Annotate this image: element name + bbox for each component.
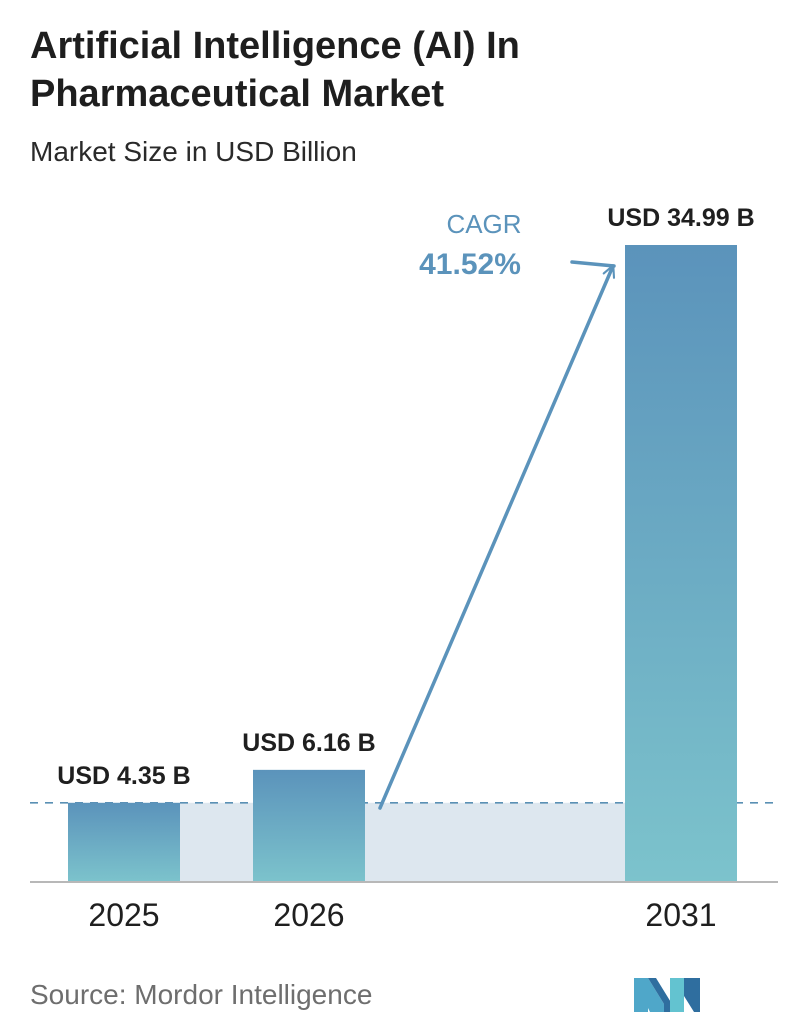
bar-2026 (253, 769, 365, 882)
x-tick-2026: 2026 (273, 897, 344, 933)
source-text: Source: Mordor Intelligence (30, 979, 373, 1010)
data-label-2025: USD 4.35 B (57, 762, 190, 790)
data-label-2031: USD 34.99 B (607, 204, 754, 232)
chart-title: Artificial Intelligence (AI) In Pharmace… (30, 25, 520, 115)
bar-2031 (625, 245, 737, 882)
cagr-value: 41.52% (419, 248, 521, 281)
mordor-intelligence-logo-icon (634, 978, 700, 1012)
data-label-2026: USD 6.16 B (242, 729, 375, 757)
cagr-arrow-tail (570, 260, 616, 268)
bar-chart: USD 4.35 B 2025 USD 6.16 B 2026 USD 34.99 B 2… (30, 204, 780, 933)
bar-2025 (68, 802, 180, 882)
cagr-label: CAGR (446, 209, 521, 239)
x-tick-2031: 2031 (645, 897, 716, 933)
chart-subtitle: Market Size in USD Billion (30, 136, 357, 167)
cagr-arrow (378, 264, 616, 810)
x-tick-2025: 2025 (88, 897, 159, 933)
